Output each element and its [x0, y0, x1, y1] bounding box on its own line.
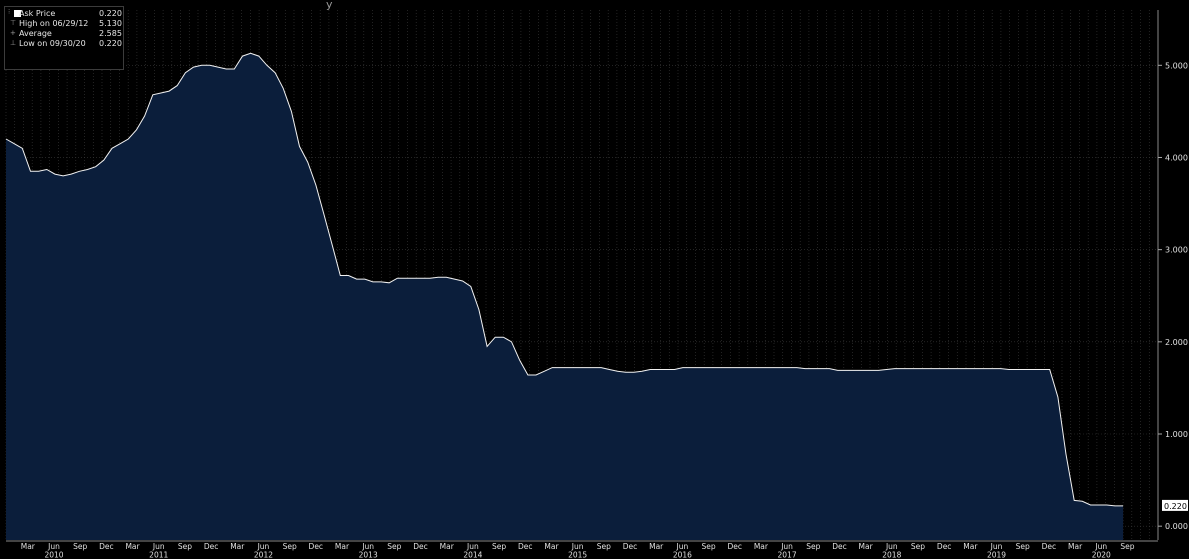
y-tick-label: 5.000 [1165, 61, 1188, 70]
legend-marker-icon: ⁝ [8, 8, 11, 16]
x-tick-year-label: 2014 [463, 551, 482, 559]
ask-price-line [5, 52, 1124, 507]
white-square-icon [14, 10, 21, 17]
x-tick-month-label: Sep [387, 542, 401, 551]
x-tick-month-label: Sep [1016, 542, 1030, 551]
x-tick-year-label: 2017 [778, 551, 797, 559]
ask-price-area [6, 53, 1124, 541]
x-tick-month-label: Sep [911, 542, 925, 551]
x-tick-year-label: 2019 [987, 551, 1006, 559]
legend: ⁝ Ask Price 0.220 ⊤ High on 06/29/12 5.1… [4, 6, 124, 70]
x-tick-month-label: Mar [125, 542, 140, 551]
x-tick-month-label: Sep [178, 542, 192, 551]
legend-label: High on 06/29/12 [19, 19, 89, 28]
x-tick-year-label: 2018 [882, 551, 901, 559]
x-tick-month-label: Dec [623, 542, 638, 551]
y-axis: 0.000 1.000 2.000 3.000 4.000 5.000 0.220 [1157, 10, 1188, 540]
x-tick-year-label: 2012 [254, 551, 273, 559]
x-tick-month-label: Mar [754, 542, 769, 551]
x-tick-month-label: Dec [1042, 542, 1057, 551]
average-marker-icon: + [10, 29, 16, 37]
x-tick-month-label: Mar [1068, 542, 1083, 551]
x-tick-month-label: Sep [283, 542, 297, 551]
x-tick-month-label: Jun [990, 542, 1003, 551]
x-tick-month-label: Dec [99, 542, 114, 551]
x-tick-month-label: Dec [413, 542, 428, 551]
x-tick-month-label: Dec [204, 542, 219, 551]
high-marker-icon: ⊤ [10, 19, 17, 27]
x-tick-month-label: Jun [257, 542, 270, 551]
x-tick-year-label: 2015 [568, 551, 587, 559]
x-tick-month-label: Mar [544, 542, 559, 551]
x-tick-month-label: Sep [492, 542, 506, 551]
x-axis: Mar Jun Sep Dec Mar Jun Sep Dec Mar Jun Sep Dec Mar J… [6, 540, 1158, 559]
x-tick-month-label: Mar [440, 542, 455, 551]
x-tick-month-label: Jun [1094, 542, 1107, 551]
x-tick-month-label: Jun [885, 542, 898, 551]
x-tick-month-label: Jun [466, 542, 479, 551]
x-tick-month-label: Dec [727, 542, 742, 551]
legend-value: 0.220 [99, 39, 122, 48]
x-tick-month-label: Mar [649, 542, 664, 551]
header-partial-text: y [326, 0, 333, 11]
x-tick-month-label: Mar [230, 542, 245, 551]
x-tick-month-label: Sep [73, 542, 87, 551]
x-tick-month-label: Mar [21, 542, 36, 551]
legend-label: Low on 09/30/20 [19, 39, 86, 48]
x-tick-month-label: Mar [859, 542, 874, 551]
last-value-badge [1162, 499, 1188, 511]
x-tick-year-label: 2013 [359, 551, 378, 559]
x-tick-year-label: 2011 [149, 551, 168, 559]
x-tick-month-label: Dec [832, 542, 847, 551]
x-tick-month-label: Jun [152, 542, 165, 551]
legend-value: 2.585 [99, 29, 122, 38]
legend-label: Average [19, 29, 52, 38]
x-tick-month-label: Dec [309, 542, 324, 551]
x-tick-month-label: Jun [571, 542, 584, 551]
last-value-label: 0.220 [1164, 502, 1187, 511]
x-tick-month-label: Jun [780, 542, 793, 551]
x-tick-month-label: Mar [963, 542, 978, 551]
x-tick-month-label: Mar [335, 542, 350, 551]
x-tick-month-label: Dec [518, 542, 533, 551]
legend-value: 0.220 [99, 9, 122, 18]
legend-label: Ask Price [19, 9, 56, 18]
y-tick-label: 4.000 [1165, 153, 1188, 162]
x-tick-month-label: Sep [701, 542, 715, 551]
x-tick-month-label: Jun [676, 542, 689, 551]
low-marker-icon: ⊥ [10, 39, 17, 47]
x-tick-month-label: Jun [361, 542, 374, 551]
y-tick-label: 3.000 [1165, 246, 1188, 255]
x-tick-year-label: 2010 [44, 551, 63, 559]
y-tick-label: 1.000 [1165, 430, 1188, 439]
x-tick-month-label: Sep [597, 542, 611, 551]
y-tick-label: 2.000 [1165, 338, 1188, 347]
legend-value: 5.130 [99, 19, 122, 28]
x-tick-month-label: Dec [937, 542, 952, 551]
x-tick-year-label: 2016 [673, 551, 692, 559]
y-tick-label: 0.000 [1165, 522, 1188, 531]
x-tick-month-label: Sep [806, 542, 820, 551]
x-tick-month-label: Sep [1120, 542, 1134, 551]
x-tick-month-label: Jun [47, 542, 60, 551]
x-tick-year-label: 2020 [1092, 551, 1111, 559]
